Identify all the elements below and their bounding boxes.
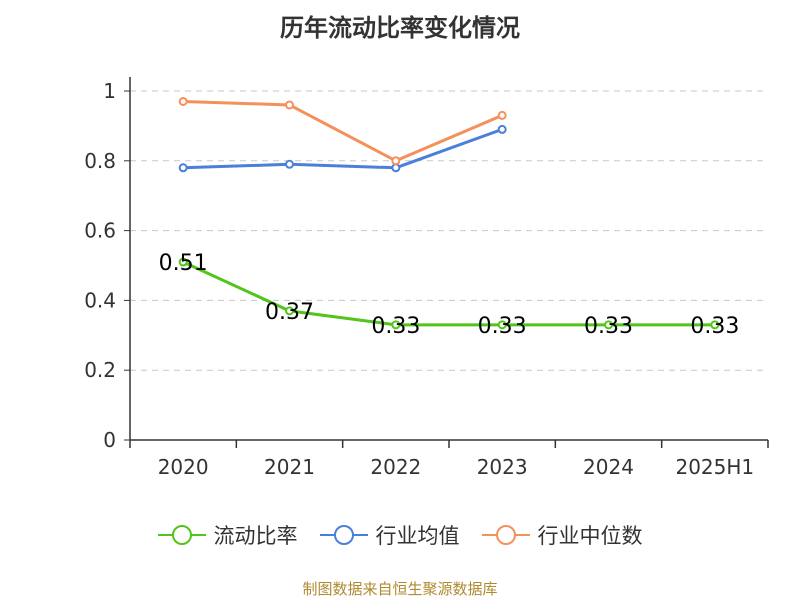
y-tick-label: 0.2 [84, 358, 116, 382]
legend-item-current-ratio[interactable]: 流动比率 [157, 520, 298, 550]
data-label: 0.37 [265, 300, 314, 325]
x-tick-label: 2020 [158, 455, 209, 479]
data-label: 0.33 [478, 314, 527, 339]
legend-marker-industry-mean [319, 525, 368, 545]
data-point[interactable] [497, 110, 507, 120]
chart-title: 历年流动比率变化情况 [280, 14, 520, 42]
x-tick-label: 2024 [583, 455, 634, 479]
data-point[interactable] [391, 156, 401, 166]
data-point[interactable] [178, 163, 188, 173]
data-label: 0.51 [159, 251, 208, 276]
series-line-1 [183, 127, 503, 170]
data-point[interactable] [285, 306, 294, 316]
legend-label-current-ratio: 流动比率 [213, 524, 298, 548]
legend-marker-industry-median [481, 525, 530, 545]
data-point[interactable] [604, 320, 613, 330]
x-tick-label: 2022 [370, 455, 421, 479]
data-point[interactable] [178, 96, 188, 106]
data-point[interactable] [285, 159, 294, 169]
data-point[interactable] [178, 257, 188, 267]
legend-marker-current-ratio [157, 525, 206, 545]
legend-item-industry-mean[interactable]: 行业均值 [319, 520, 460, 550]
data-point[interactable] [391, 163, 401, 173]
y-tick-label: 0.6 [84, 219, 116, 243]
data-point[interactable] [497, 320, 507, 330]
y-tick-label: 1 [103, 79, 116, 103]
x-tick-label: 2021 [264, 455, 315, 479]
data-label: 0.33 [690, 314, 739, 339]
legend-item-industry-median[interactable]: 行业中位数 [481, 520, 643, 550]
data-point[interactable] [285, 100, 294, 110]
data-label: 0.33 [584, 314, 633, 339]
legend-label-industry-median: 行业中位数 [537, 524, 643, 548]
data-point[interactable] [497, 124, 507, 134]
y-tick-label: 0.4 [84, 288, 116, 312]
y-tick-label: 0 [103, 428, 116, 452]
chart-legend: 流动比率 行业均值 行业中位数 [0, 520, 800, 550]
series-line-0 [182, 260, 715, 327]
legend-label-industry-mean: 行业均值 [375, 524, 460, 548]
x-tick-label: 2025H1 [675, 455, 754, 479]
series-line-2 [183, 99, 503, 163]
data-source-note: 制图数据来自恒生聚源数据库 [302, 580, 498, 598]
data-label: 0.33 [371, 314, 420, 339]
data-point[interactable] [710, 320, 720, 330]
x-tick-label: 2023 [477, 455, 528, 479]
y-tick-label: 0.8 [84, 149, 116, 173]
data-point[interactable] [391, 320, 401, 330]
